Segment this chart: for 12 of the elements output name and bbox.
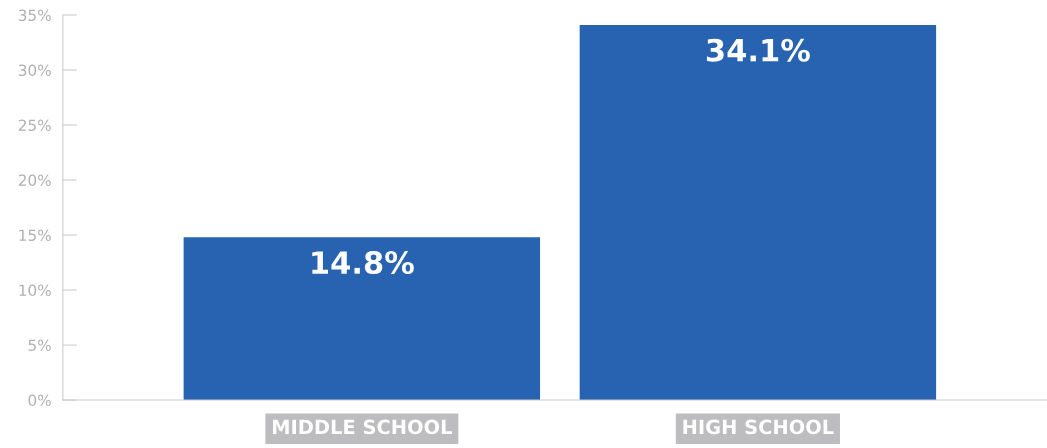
- y-tick-label: 15%: [19, 229, 51, 242]
- y-tick-label: 30%: [18, 64, 51, 77]
- y-tick-label: 10%: [19, 284, 51, 297]
- data-label: 34.1%: [706, 38, 810, 62]
- y-tick-label: 5%: [28, 339, 51, 352]
- y-tick-label: 0%: [28, 394, 51, 407]
- y-tick-label: 25%: [18, 119, 51, 132]
- y-tick-label: 20%: [18, 174, 51, 187]
- data-label: 14.8%: [312, 250, 414, 275]
- x-tick-label: MIDDLE SCHOOL: [272, 419, 452, 435]
- x-tick-label: HIGH SCHOOL: [683, 419, 834, 435]
- y-tick-label: 35%: [18, 9, 51, 22]
